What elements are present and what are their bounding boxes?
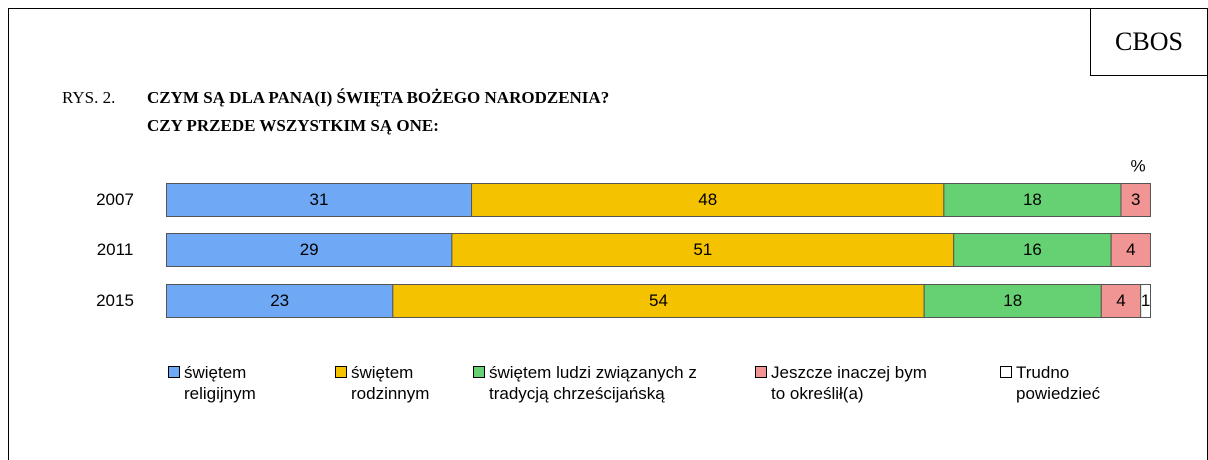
bar-segment bbox=[166, 284, 394, 318]
legend-label: świętem ludzi związanych z tradycją chrz… bbox=[489, 363, 697, 403]
legend-swatch bbox=[1000, 366, 1012, 378]
legend-swatch bbox=[168, 366, 180, 378]
value-label: 51 bbox=[693, 240, 712, 259]
badge: CBOS bbox=[1115, 27, 1183, 56]
figure-label: RYS. 2. bbox=[62, 88, 115, 107]
value-label: 18 bbox=[1003, 291, 1022, 310]
y-tick-label: 2015 bbox=[96, 291, 134, 310]
value-label: 54 bbox=[649, 291, 668, 310]
legend-label: świętem religijnym bbox=[184, 363, 256, 403]
legend-swatch bbox=[335, 366, 347, 378]
value-label: 29 bbox=[300, 240, 319, 259]
value-label: 4 bbox=[1126, 240, 1135, 259]
unit: % bbox=[1130, 156, 1145, 175]
value-label: 23 bbox=[270, 291, 289, 310]
value-label: 48 bbox=[698, 190, 717, 209]
badge-box bbox=[1090, 8, 1208, 76]
value-label: 31 bbox=[310, 190, 329, 209]
title: CZYM SĄ DLA PANA(I) ŚWIĘTA BOŻEGO NARODZ… bbox=[147, 88, 609, 107]
bar-segment bbox=[1120, 183, 1151, 217]
bar-segment bbox=[451, 233, 955, 267]
value-label: 16 bbox=[1023, 240, 1042, 259]
value-label: 1 bbox=[1141, 291, 1150, 310]
legend-label: Trudno powiedzieć bbox=[1016, 363, 1101, 403]
legend-label: świętem rodzinnym bbox=[351, 363, 430, 403]
bar-segment bbox=[1110, 233, 1152, 267]
value-label: 4 bbox=[1116, 291, 1125, 310]
bar-segment bbox=[166, 183, 473, 217]
legend-swatch bbox=[755, 366, 767, 378]
y-tick-label: 2007 bbox=[96, 190, 134, 209]
y-tick-label: 2011 bbox=[97, 240, 134, 259]
legend-swatch bbox=[473, 366, 485, 378]
bar-segment bbox=[923, 284, 1102, 318]
value-label: 3 bbox=[1131, 190, 1140, 209]
legend-label: Jeszcze inaczej bym to określił(a) bbox=[771, 363, 927, 403]
title: CZY PRZEDE WSZYSTKIM SĄ ONE: bbox=[147, 116, 439, 135]
value-label: 18 bbox=[1023, 190, 1042, 209]
bar-segment bbox=[953, 233, 1112, 267]
bar-segment bbox=[1140, 284, 1152, 318]
bar-segment bbox=[166, 233, 453, 267]
bar-segment bbox=[392, 284, 925, 318]
